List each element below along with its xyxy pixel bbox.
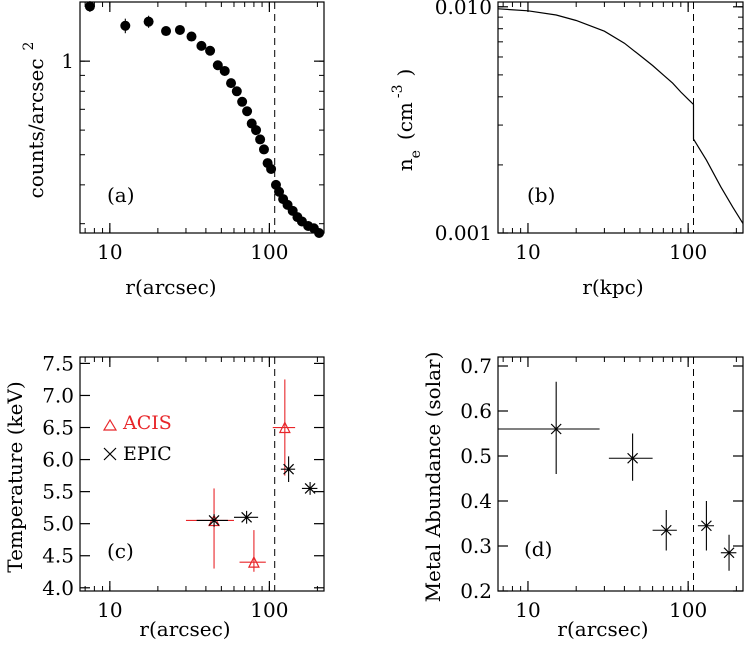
panel-c-plot: 10 100 4.0 4.5 5.0 5.5 6.0 6.5 7.0 7.5 bbox=[42, 351, 325, 622]
data-point-x bbox=[208, 515, 220, 526]
panel-b-xlabel: r(kpc) bbox=[582, 275, 643, 299]
x-tick-label: 100 bbox=[669, 240, 707, 264]
data-point bbox=[212, 60, 223, 71]
data-point-x bbox=[723, 547, 735, 559]
data-point-x bbox=[550, 423, 562, 435]
data-point bbox=[84, 1, 95, 12]
x-tick-label: 10 bbox=[515, 240, 540, 264]
panel-c-legend: ACIS EPIC bbox=[102, 412, 172, 465]
panel-c-ylabel: Temperature (keV) bbox=[3, 381, 27, 572]
panel-d-label: (d) bbox=[524, 537, 552, 561]
y-tick-label: 7.0 bbox=[42, 383, 74, 407]
panel-a-frame bbox=[79, 1, 325, 234]
data-point-x bbox=[700, 520, 712, 532]
data-point bbox=[314, 228, 325, 238]
y-tick-label: 0.6 bbox=[460, 399, 492, 423]
panel-c-label: (c) bbox=[107, 539, 134, 563]
panel-b-ylabel: ne (cm -3) bbox=[390, 69, 424, 172]
y-tick-label: 5.5 bbox=[42, 480, 74, 504]
data-point bbox=[161, 26, 172, 37]
y-tick-label: 6.5 bbox=[42, 416, 74, 440]
x-tick-label: 100 bbox=[669, 598, 707, 622]
panel-a-ylabel-superscript: 2 bbox=[21, 42, 37, 51]
legend-epic-label: EPIC bbox=[123, 443, 172, 465]
data-point-triangle bbox=[247, 555, 260, 568]
y-tick-label: 7.5 bbox=[42, 351, 74, 375]
data-point bbox=[174, 24, 185, 35]
panel-d-plot: 10 100 0.2 0.3 0.4 0.5 0.6 0.7 bbox=[460, 354, 744, 622]
data-point bbox=[266, 163, 277, 174]
data-point-triangle bbox=[278, 421, 291, 434]
data-point bbox=[274, 186, 285, 197]
data-point-x bbox=[660, 524, 672, 536]
legend-acis-marker bbox=[102, 418, 118, 431]
x-tick-label: 10 bbox=[97, 240, 122, 264]
y-tick-label: 0.3 bbox=[460, 534, 492, 558]
panel-a-label: (a) bbox=[107, 183, 135, 207]
x-tick-label: 10 bbox=[97, 598, 122, 622]
panel-b-label: (b) bbox=[527, 183, 555, 207]
x-tick-label: 100 bbox=[250, 240, 288, 264]
panel-b-plot: 10 100 0.010 0.001 bbox=[435, 0, 744, 264]
x-tick-label: 100 bbox=[250, 598, 288, 622]
y-tick-label: 0.5 bbox=[460, 444, 492, 468]
data-point bbox=[231, 86, 242, 97]
panel-b-ylabel-units: (cm bbox=[393, 102, 417, 140]
y-tick-label: 0.2 bbox=[460, 579, 492, 603]
panel-d-xlabel: r(arcsec) bbox=[557, 617, 648, 641]
data-point-x bbox=[304, 483, 316, 494]
data-point bbox=[237, 96, 248, 107]
panel-c-frame bbox=[79, 356, 325, 592]
y-tick-label: 4.0 bbox=[42, 576, 74, 600]
legend-acis-label: ACIS bbox=[122, 412, 172, 434]
panel-b-ylabel-subscript: e bbox=[408, 150, 424, 158]
data-point-x bbox=[283, 463, 295, 475]
panel-d-ylabel: Metal Abundance (solar) bbox=[421, 352, 445, 603]
legend-epic-marker bbox=[103, 447, 117, 461]
data-point bbox=[143, 16, 154, 27]
y-tick-label: 6.0 bbox=[42, 448, 74, 472]
data-point bbox=[219, 65, 230, 76]
panel-b-frame bbox=[497, 1, 744, 234]
data-point bbox=[251, 125, 262, 136]
panel-d-frame bbox=[497, 356, 744, 592]
y-tick-label: 0.001 bbox=[435, 221, 492, 245]
y-tick-label: 4.5 bbox=[42, 544, 74, 568]
panel-d: 10 100 0.2 0.3 0.4 0.5 0.6 0.7 r(arcsec) Metal … bbox=[421, 352, 744, 641]
data-point bbox=[186, 31, 197, 42]
data-point bbox=[226, 78, 237, 89]
density-profile-line bbox=[497, 8, 744, 224]
panel-b-ylabel-units-close: ) bbox=[393, 69, 417, 77]
y-tick-label: 0.010 bbox=[435, 0, 492, 19]
data-point bbox=[258, 144, 269, 155]
panel-b: 10 100 0.010 0.001 r(kpc) ne (cm -3) (b) bbox=[390, 0, 744, 299]
panel-b-ylabel-n: n bbox=[393, 158, 417, 171]
panel-c-xlabel: r(arcsec) bbox=[139, 617, 230, 641]
x-tick-label: 10 bbox=[515, 598, 540, 622]
panel-a: 10 100 1 r(arcsec) counts/arcsec 2 (a) bbox=[21, 1, 325, 299]
panel-b-ylabel-units-superscript: -3 bbox=[390, 85, 406, 99]
data-point-x bbox=[241, 511, 253, 523]
y-tick-label: 0.4 bbox=[460, 489, 492, 513]
y-tick-label: 5.0 bbox=[42, 512, 74, 536]
data-point-x bbox=[627, 452, 639, 464]
panel-a-plot: 10 100 1 bbox=[61, 1, 325, 264]
data-point bbox=[196, 40, 207, 51]
y-tick-label: 1 bbox=[61, 49, 74, 73]
panel-a-xlabel: r(arcsec) bbox=[125, 275, 216, 299]
data-point bbox=[205, 45, 216, 56]
panel-a-ylabel-text: counts/arcsec bbox=[24, 58, 48, 198]
data-point bbox=[120, 20, 131, 31]
y-tick-label: 0.7 bbox=[460, 354, 492, 378]
data-point bbox=[242, 106, 253, 117]
panel-a-ylabel: counts/arcsec 2 bbox=[21, 42, 48, 199]
data-point bbox=[255, 134, 266, 145]
